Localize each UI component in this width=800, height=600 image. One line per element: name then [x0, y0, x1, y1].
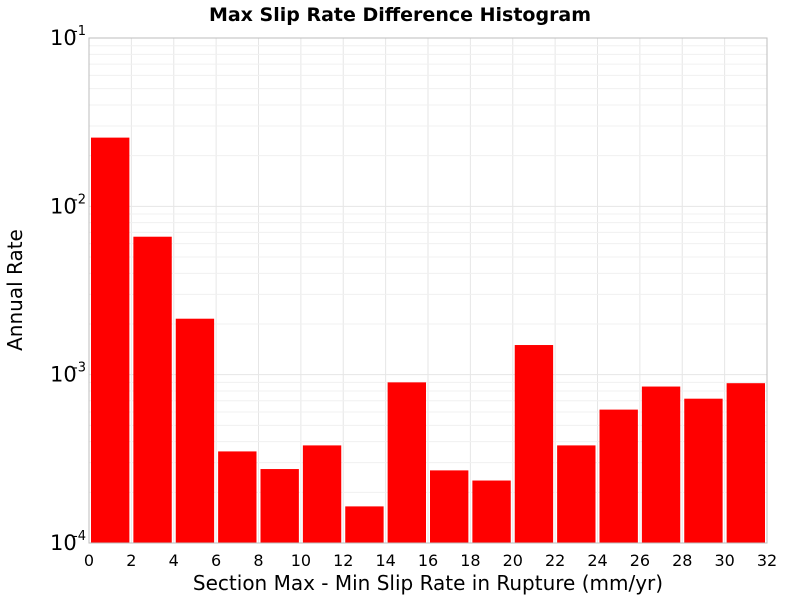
x-tick-label: 26	[630, 551, 650, 570]
bar-8	[430, 470, 469, 543]
bar-7	[387, 382, 426, 543]
x-tick-label: 8	[253, 551, 263, 570]
x-tick-label: 28	[672, 551, 692, 570]
bar-14	[684, 398, 723, 543]
bars	[91, 137, 765, 544]
y-tick-exponent: -2	[73, 192, 86, 207]
x-tick-label: 30	[714, 551, 734, 570]
x-tick-label: 18	[460, 551, 480, 570]
bar-3	[218, 451, 257, 543]
x-tick-label: 32	[757, 551, 777, 570]
y-tick-exponent: -1	[73, 24, 86, 39]
x-axis-ticks: 0 2 4 6 8 10 12 14 16 18 20 22 24 26 28 30 32	[84, 551, 777, 570]
bar-13	[641, 386, 681, 543]
bar-4	[260, 469, 299, 543]
y-axis-ticks: 10-110-210-310-4	[50, 24, 86, 555]
bar-5	[302, 445, 342, 543]
x-tick-label: 10	[291, 551, 311, 570]
x-axis-label: Section Max - Min Slip Rate in Rupture (…	[193, 571, 663, 595]
x-tick-label: 12	[333, 551, 353, 570]
y-tick-base: 10	[50, 26, 77, 50]
x-tick-label: 4	[169, 551, 179, 570]
y-tick-label: 10-3	[50, 361, 86, 387]
y-tick-exponent: -3	[73, 361, 86, 376]
bar-0	[91, 137, 130, 543]
x-tick-label: 20	[503, 551, 523, 570]
y-tick-label: 10-2	[50, 192, 86, 218]
y-tick-label: 10-4	[50, 529, 86, 555]
y-tick-base: 10	[50, 363, 77, 387]
bar-6	[345, 506, 384, 543]
bar-1	[133, 236, 172, 544]
x-tick-label: 24	[587, 551, 607, 570]
chart-title: Max Slip Rate Difference Histogram	[209, 4, 591, 26]
plot-frame	[88, 37, 768, 544]
bar-15	[726, 383, 765, 543]
bar-10	[514, 345, 554, 543]
bar-11	[557, 445, 596, 543]
y-tick-base: 10	[50, 531, 77, 555]
bar-9	[472, 480, 511, 543]
x-tick-label: 2	[126, 551, 136, 570]
x-tick-label: 6	[211, 551, 221, 570]
y-tick-exponent: -4	[73, 529, 86, 544]
y-tick-label: 10-1	[50, 24, 86, 50]
x-tick-label: 0	[84, 551, 94, 570]
bar-12	[599, 409, 638, 543]
y-axis-label: Annual Rate	[3, 229, 27, 351]
bar-2	[175, 318, 215, 543]
x-tick-label: 22	[545, 551, 565, 570]
x-tick-label: 14	[375, 551, 395, 570]
x-tick-label: 16	[418, 551, 438, 570]
y-tick-base: 10	[50, 194, 77, 218]
